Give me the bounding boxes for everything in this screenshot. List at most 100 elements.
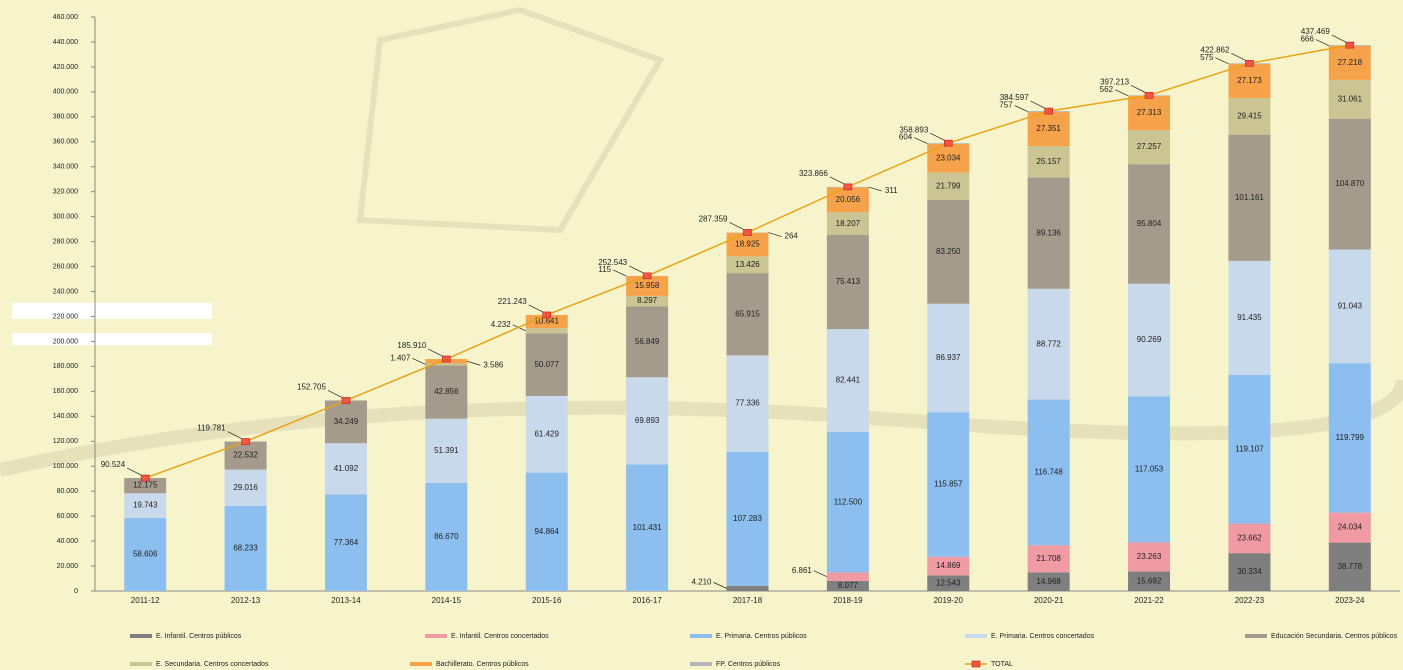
x-tick-label: 2014-15 bbox=[432, 596, 462, 605]
leader-line bbox=[930, 132, 945, 141]
data-label: 51.391 bbox=[434, 446, 459, 455]
data-label: 311 bbox=[885, 186, 898, 195]
leader-line bbox=[713, 582, 727, 589]
data-label: 10.641 bbox=[534, 317, 559, 326]
bar-segment bbox=[425, 482, 468, 591]
bar-segment bbox=[525, 314, 568, 329]
bar-segment bbox=[1228, 64, 1271, 98]
y-tick-label: 180.000 bbox=[53, 363, 78, 370]
x-tick-label: 2017-18 bbox=[733, 596, 763, 605]
data-label: 38.778 bbox=[1338, 562, 1363, 571]
bar-segment bbox=[324, 494, 367, 591]
data-label: 77.336 bbox=[735, 399, 760, 408]
bar-segment bbox=[124, 478, 167, 494]
x-tick-label: 2019-20 bbox=[934, 596, 964, 605]
x-tick-label: 2016-17 bbox=[632, 596, 662, 605]
data-label: 41.092 bbox=[334, 464, 359, 473]
bar-segment bbox=[525, 328, 568, 334]
total-marker bbox=[1144, 92, 1154, 99]
data-label: 86.937 bbox=[936, 353, 961, 362]
total-label: 221.243 bbox=[498, 297, 527, 306]
data-label: 69.893 bbox=[635, 416, 660, 425]
data-label: 29.016 bbox=[233, 483, 258, 492]
total-marker bbox=[642, 272, 652, 280]
legend-swatch bbox=[690, 634, 712, 638]
legend-label: E. Primaria. Centros concertados bbox=[991, 633, 1095, 640]
bar-segment bbox=[626, 295, 669, 307]
x-tick-label: 2013-14 bbox=[331, 596, 361, 605]
data-label: 29.415 bbox=[1237, 111, 1262, 120]
data-label: 75.413 bbox=[836, 277, 861, 286]
legend-swatch bbox=[971, 660, 981, 668]
bar-segment bbox=[726, 232, 769, 257]
leader-line bbox=[467, 360, 481, 366]
y-tick-label: 320.000 bbox=[53, 189, 78, 196]
data-label: 13.426 bbox=[735, 260, 760, 269]
leader-line bbox=[1014, 105, 1028, 112]
leader-line bbox=[1315, 39, 1329, 46]
data-label: 18.207 bbox=[836, 219, 861, 228]
data-label: 27.257 bbox=[1137, 142, 1162, 151]
bar-segment bbox=[1128, 571, 1171, 591]
data-label: 4.210 bbox=[691, 577, 712, 586]
y-tick-label: 20.000 bbox=[57, 563, 79, 570]
leader-line bbox=[528, 304, 543, 313]
data-label: 22.532 bbox=[233, 451, 258, 460]
y-tick-label: 200.000 bbox=[53, 338, 78, 345]
bar-segment bbox=[1128, 542, 1171, 572]
bar-segment bbox=[324, 400, 367, 444]
bar-segment bbox=[826, 431, 869, 573]
bar-segment bbox=[1328, 249, 1371, 364]
bar-segment bbox=[1228, 134, 1271, 261]
y-tick-label: 0 bbox=[74, 588, 78, 595]
bar-segment bbox=[626, 276, 669, 296]
bar-segment bbox=[826, 212, 869, 236]
bar-segment bbox=[927, 556, 970, 576]
data-label: 6.861 bbox=[792, 566, 813, 575]
bar-segment bbox=[124, 517, 167, 591]
data-label: 115 bbox=[598, 265, 611, 274]
y-tick-label: 260.000 bbox=[53, 263, 78, 270]
data-label: 91.043 bbox=[1338, 301, 1363, 310]
bar-segment bbox=[1228, 260, 1271, 375]
bar-segment bbox=[626, 306, 669, 378]
total-label: 185.910 bbox=[397, 341, 426, 350]
legend-label: E. Infantil. Centros concertados bbox=[451, 633, 549, 640]
y-tick-label: 300.000 bbox=[53, 213, 78, 220]
data-label: 77.364 bbox=[334, 538, 359, 547]
data-label: 94.864 bbox=[534, 527, 559, 536]
data-label: 25.157 bbox=[1036, 157, 1061, 166]
data-label: 20.056 bbox=[836, 195, 861, 204]
legend-label: FP. Centros públicos bbox=[716, 661, 781, 668]
y-tick-label: 240.000 bbox=[53, 288, 78, 295]
data-label: 24.034 bbox=[1338, 523, 1363, 532]
bar-segment bbox=[927, 303, 970, 413]
leader-line bbox=[412, 358, 426, 365]
bar-segment bbox=[1128, 96, 1171, 131]
data-label: 56.849 bbox=[635, 337, 660, 346]
bar-segment bbox=[826, 235, 869, 330]
data-label: 575 bbox=[1200, 53, 1214, 62]
leader-line bbox=[1331, 34, 1346, 43]
bar-segment bbox=[1027, 288, 1070, 400]
watermark bbox=[356, 6, 665, 234]
legend-label: E. Primaria. Centros públicos bbox=[716, 633, 807, 640]
bar-segment bbox=[1027, 545, 1070, 573]
leader-line bbox=[1114, 89, 1129, 97]
total-marker bbox=[341, 397, 351, 404]
data-label: 104.870 bbox=[1335, 179, 1364, 188]
data-label: 12.543 bbox=[936, 578, 961, 587]
total-label: 384.597 bbox=[1000, 93, 1029, 102]
bar-segment bbox=[1328, 363, 1371, 513]
bar-segment bbox=[1328, 79, 1371, 119]
data-label: 61.429 bbox=[534, 429, 559, 438]
y-tick-label: 140.000 bbox=[53, 413, 78, 420]
leader-line bbox=[813, 570, 828, 577]
x-tick-label: 2022-23 bbox=[1235, 596, 1265, 605]
data-label: 117.053 bbox=[1135, 464, 1164, 473]
bar-segment bbox=[927, 172, 970, 200]
leader-line bbox=[768, 232, 782, 237]
total-marker bbox=[1245, 60, 1254, 67]
legend-swatch bbox=[1245, 634, 1267, 638]
